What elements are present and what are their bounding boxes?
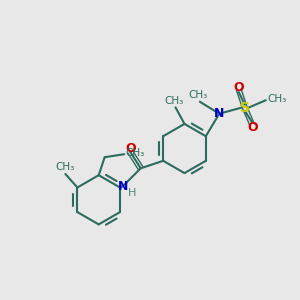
- Text: N: N: [214, 107, 224, 120]
- Text: CH₃: CH₃: [267, 94, 286, 104]
- Text: N: N: [118, 180, 128, 193]
- Text: O: O: [125, 142, 136, 155]
- Text: H: H: [128, 188, 136, 198]
- Text: O: O: [247, 121, 258, 134]
- Text: O: O: [233, 81, 244, 94]
- Text: CH₃: CH₃: [126, 148, 145, 158]
- Text: CH₃: CH₃: [55, 163, 74, 172]
- Text: CH₃: CH₃: [189, 90, 208, 100]
- Text: CH₃: CH₃: [164, 96, 184, 106]
- Text: S: S: [240, 101, 250, 115]
